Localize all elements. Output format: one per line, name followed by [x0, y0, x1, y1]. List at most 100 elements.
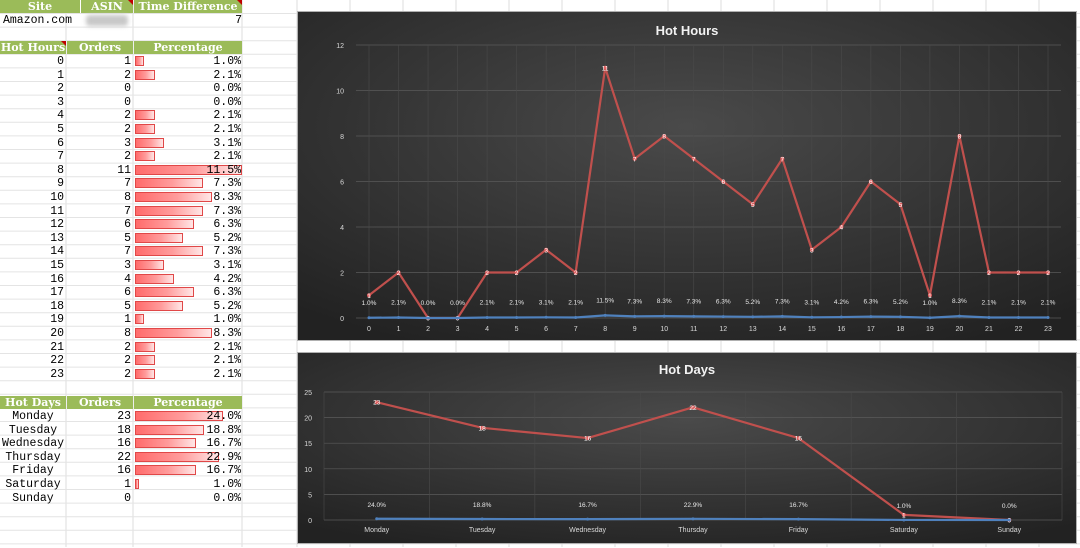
site-header[interactable]: Site	[0, 0, 80, 13]
orders-cell[interactable]: 4	[124, 272, 131, 286]
orders-cell[interactable]: 3	[124, 259, 131, 272]
hour-cell[interactable]: 12	[50, 218, 64, 232]
hour-cell[interactable]: 6	[57, 136, 64, 150]
hour-cell[interactable]: 15	[50, 259, 64, 272]
percentage-cell[interactable]: 16.7%	[206, 464, 241, 478]
percentage-cell[interactable]: 2.1%	[213, 340, 241, 354]
day-cell[interactable]: Sunday	[12, 491, 54, 505]
orders-cell[interactable]: 0	[124, 491, 131, 505]
hour-cell[interactable]: 8	[57, 163, 64, 177]
orders-cell[interactable]: 1	[124, 478, 131, 491]
hours-row[interactable]: 16 4 4.2%	[0, 273, 243, 286]
percentage-cell[interactable]: 0.0%	[213, 82, 241, 96]
hours-row[interactable]: 5 2 2.1%	[0, 123, 243, 136]
percentage-cell[interactable]: 2.1%	[213, 109, 241, 123]
hour-cell[interactable]: 10	[50, 191, 64, 204]
orders-cell[interactable]: 16	[117, 437, 131, 451]
orders-cell[interactable]: 16	[117, 464, 131, 478]
percentage-cell[interactable]: 2.1%	[213, 68, 241, 82]
days-row[interactable]: Thursday 22 22.9%	[0, 451, 243, 464]
hour-cell[interactable]: 3	[57, 95, 64, 109]
hour-cell[interactable]: 21	[50, 340, 64, 354]
days-row[interactable]: Friday 16 16.7%	[0, 464, 243, 477]
hot-days-chart[interactable]: Hot Days 0 5 10 15 20 25 Monday Tuesday Wednesday…	[297, 352, 1077, 544]
orders-cell[interactable]: 7	[124, 204, 131, 218]
orders-cell[interactable]: 7	[124, 245, 131, 259]
percentage-cell[interactable]: 2.1%	[213, 123, 241, 136]
hour-cell[interactable]: 7	[57, 150, 64, 164]
percentage-cell[interactable]: 2.1%	[213, 150, 241, 164]
hours-row[interactable]: 7 2 2.1%	[0, 150, 243, 163]
orders-cell[interactable]: 5	[124, 231, 131, 245]
orders-cell[interactable]: 2	[124, 123, 131, 136]
percentage-header[interactable]: Percentage	[134, 41, 242, 54]
time-difference-header[interactable]: Time Difference	[134, 0, 242, 13]
hours-row[interactable]: 18 5 5.2%	[0, 300, 243, 313]
orders-cell[interactable]: 2	[124, 150, 131, 164]
percentage-cell[interactable]: 7.3%	[213, 177, 241, 191]
hours-row[interactable]: 0 1 1.0%	[0, 55, 243, 68]
hours-row[interactable]: 15 3 3.1%	[0, 259, 243, 272]
percentage-cell[interactable]: 1.0%	[213, 313, 241, 327]
hour-cell[interactable]: 11	[50, 204, 64, 218]
hour-cell[interactable]: 17	[50, 286, 64, 300]
hours-row[interactable]: 9 7 7.3%	[0, 177, 243, 190]
hours-row[interactable]: 21 2 2.1%	[0, 341, 243, 354]
hour-cell[interactable]: 0	[57, 55, 64, 68]
orders-cell[interactable]: 22	[117, 450, 131, 464]
percentage-cell[interactable]: 2.1%	[213, 354, 241, 368]
orders-cell[interactable]: 23	[117, 410, 131, 423]
orders-cell[interactable]: 3	[124, 136, 131, 150]
hour-cell[interactable]: 19	[50, 313, 64, 327]
percentage-cell[interactable]: 0.0%	[213, 491, 241, 505]
hours-row[interactable]: 3 0 0.0%	[0, 96, 243, 109]
hour-cell[interactable]: 1	[57, 68, 64, 82]
orders-cell[interactable]: 2	[124, 340, 131, 354]
percentage-cell[interactable]: 0.0%	[213, 95, 241, 109]
orders-cell[interactable]: 0	[124, 82, 131, 96]
days-row[interactable]: Tuesday 18 18.8%	[0, 424, 243, 437]
days-row[interactable]: Monday 23 24.0%	[0, 410, 243, 423]
percentage-cell[interactable]: 6.3%	[213, 286, 241, 300]
hour-cell[interactable]: 23	[50, 367, 64, 381]
percentage-cell[interactable]: 8.3%	[213, 327, 241, 340]
hour-cell[interactable]: 2	[57, 82, 64, 96]
hours-row[interactable]: 14 7 7.3%	[0, 245, 243, 258]
orders-cell[interactable]: 11	[117, 163, 131, 177]
percentage-cell[interactable]: 1.0%	[213, 478, 241, 491]
hours-row[interactable]: 23 2 2.1%	[0, 368, 243, 381]
day-cell[interactable]: Tuesday	[8, 423, 58, 437]
orders-cell[interactable]: 2	[124, 367, 131, 381]
hour-cell[interactable]: 4	[57, 109, 64, 123]
percentage-cell[interactable]: 3.1%	[213, 136, 241, 150]
hours-row[interactable]: 19 1 1.0%	[0, 313, 243, 326]
days-row[interactable]: Wednesday 16 16.7%	[0, 437, 243, 450]
percentage-cell[interactable]: 22.9%	[206, 450, 241, 464]
orders-cell[interactable]: 8	[124, 191, 131, 204]
orders-cell[interactable]: 1	[124, 313, 131, 327]
days-orders-header[interactable]: Orders	[67, 396, 133, 409]
hour-cell[interactable]: 18	[50, 299, 64, 313]
percentage-cell[interactable]: 1.0%	[213, 55, 241, 68]
orders-cell[interactable]: 0	[124, 95, 131, 109]
percentage-cell[interactable]: 5.2%	[213, 231, 241, 245]
hot-hours-chart[interactable]: Hot Hours 0 2 4 6 8 10 12 0 1 2 3 4 5 6 7 8 9 10 11 12 13 14 15…	[297, 11, 1077, 341]
percentage-cell[interactable]: 18.8%	[206, 423, 241, 437]
hour-cell[interactable]: 16	[50, 272, 64, 286]
orders-cell[interactable]: 1	[124, 55, 131, 68]
orders-header[interactable]: Orders	[67, 41, 133, 54]
hours-row[interactable]: 8 11 11.5%	[0, 164, 243, 177]
hours-row[interactable]: 2 0 0.0%	[0, 82, 243, 95]
days-percentage-header[interactable]: Percentage	[134, 396, 242, 409]
orders-cell[interactable]: 5	[124, 299, 131, 313]
percentage-cell[interactable]: 8.3%	[213, 191, 241, 204]
day-cell[interactable]: Saturday	[5, 478, 61, 491]
hours-row[interactable]: 10 8 8.3%	[0, 191, 243, 204]
time-difference-value[interactable]: 7	[235, 14, 242, 27]
hours-row[interactable]: 20 8 8.3%	[0, 327, 243, 340]
percentage-cell[interactable]: 24.0%	[206, 410, 241, 423]
hours-row[interactable]: 6 3 3.1%	[0, 137, 243, 150]
orders-cell[interactable]: 8	[124, 327, 131, 340]
orders-cell[interactable]: 18	[117, 423, 131, 437]
hours-row[interactable]: 4 2 2.1%	[0, 109, 243, 122]
